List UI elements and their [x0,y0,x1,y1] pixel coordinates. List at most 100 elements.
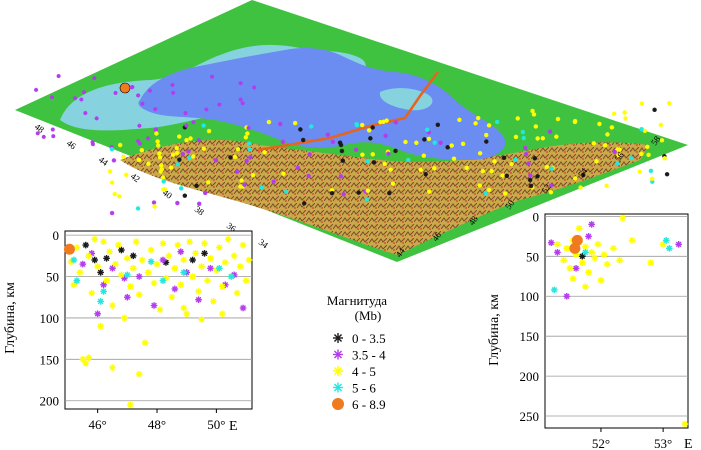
map-epicenter [477,151,483,156]
map-epicenter [386,151,391,156]
map-epicenter [652,107,657,113]
legend-label: 5 - 6 [352,381,376,396]
magnitude-legend: Магнитуда (Mb) 0 - 3.5 3.5 - 44 - 5 5 - 66… [327,293,387,412]
y-tick-label: 200 [520,369,540,384]
data-point-star [597,276,605,284]
map-epicenter [278,121,283,127]
map-epicenter [591,141,596,146]
map-epicenter [228,155,233,160]
map-epicenter [388,167,393,172]
map-epicenter [168,165,174,170]
data-point-star [628,237,636,244]
map-epicenter [477,183,482,188]
data-point-star [594,241,602,248]
data-point-star [180,269,188,276]
data-point-star [239,241,247,249]
map-epicenter [646,152,651,158]
map-epicenter [611,111,617,116]
map-epicenter [414,140,419,145]
map-epicenter [383,133,388,138]
data-point-star [221,259,229,266]
map-epicenter [527,177,533,183]
map-epicenter [393,148,398,154]
map-epicenter [83,111,88,116]
data-point-star [560,257,567,264]
map-epicenter [486,187,492,193]
data-point-star [100,288,107,295]
data-point-star [118,246,125,254]
map-epicenter [182,193,188,198]
data-point-star [242,277,250,284]
map-epicenter [356,190,361,195]
map-epicenter [639,101,645,106]
map-epicenter [664,172,670,177]
map-epicenter [637,169,642,174]
map-epicenter [188,136,193,141]
map-epicenter [295,165,301,171]
map-epicenter [177,157,182,162]
map-epicenter [554,134,559,139]
right-depth-chart: 0 50 100 150 200 250 52° 53° Глубина, км E [487,209,693,450]
map-epicenter [515,116,520,121]
map-epicenter [418,167,423,173]
map-epicenter [406,157,411,163]
map-epicenter [623,116,628,121]
map-epicenter [246,125,251,130]
map-epicenters [34,74,672,216]
data-point-star [230,252,238,260]
data-point-star [619,214,627,222]
data-point-star [135,273,143,280]
x-tick-label: 53° [654,436,672,450]
map-epicenter [605,132,610,137]
data-point-star [616,257,623,264]
map-epicenter [457,117,462,123]
map-epicenter [612,149,617,155]
data-point-star [156,306,164,313]
map-epicenter [136,157,142,163]
map-epicenter [382,161,387,167]
map-epicenter [628,155,634,161]
map-epicenter [307,152,312,157]
data-point-star [103,255,110,262]
map-epicenter [191,120,196,125]
map-epicenter [124,172,129,178]
map-epicenter [162,187,168,192]
map-epicenter [513,157,518,162]
map-epicenter [112,191,117,197]
data-point-star [210,298,217,305]
legend-marker-star [333,366,343,376]
map-epicenter [492,159,497,164]
map-epicenter [248,154,253,160]
data-point-star [569,275,577,282]
map-epicenter [35,131,40,136]
data-point-star [129,252,137,260]
map-epicenter [667,101,672,106]
data-point-star [150,302,158,309]
map-epicenter [201,146,206,151]
data-point-star [575,225,583,232]
data-point-star [224,235,232,243]
legend-subtitle: (Mb) [355,308,382,323]
map-epicenter [555,116,561,122]
map-epicenter [79,97,84,102]
latitude-tick-label: 38 [193,204,207,218]
map-epicenter [501,155,507,160]
data-point-star [233,289,241,297]
map-epicenter [528,173,533,178]
right-data-points [547,214,689,428]
data-point-star [180,304,188,312]
data-point-star [177,248,185,255]
data-point-star [94,263,101,270]
map-epicenter [242,182,247,187]
data-point-star [73,277,81,284]
map-epicenter [548,183,554,188]
map-epicenter [594,159,599,164]
data-point-star [192,250,199,257]
data-point-star [591,254,599,262]
data-point-star [132,238,140,246]
map-epicenter [153,107,158,112]
map-epicenter [484,132,489,138]
map-epicenter [617,147,622,152]
map-epicenter [438,140,443,146]
data-point-star [135,291,143,299]
